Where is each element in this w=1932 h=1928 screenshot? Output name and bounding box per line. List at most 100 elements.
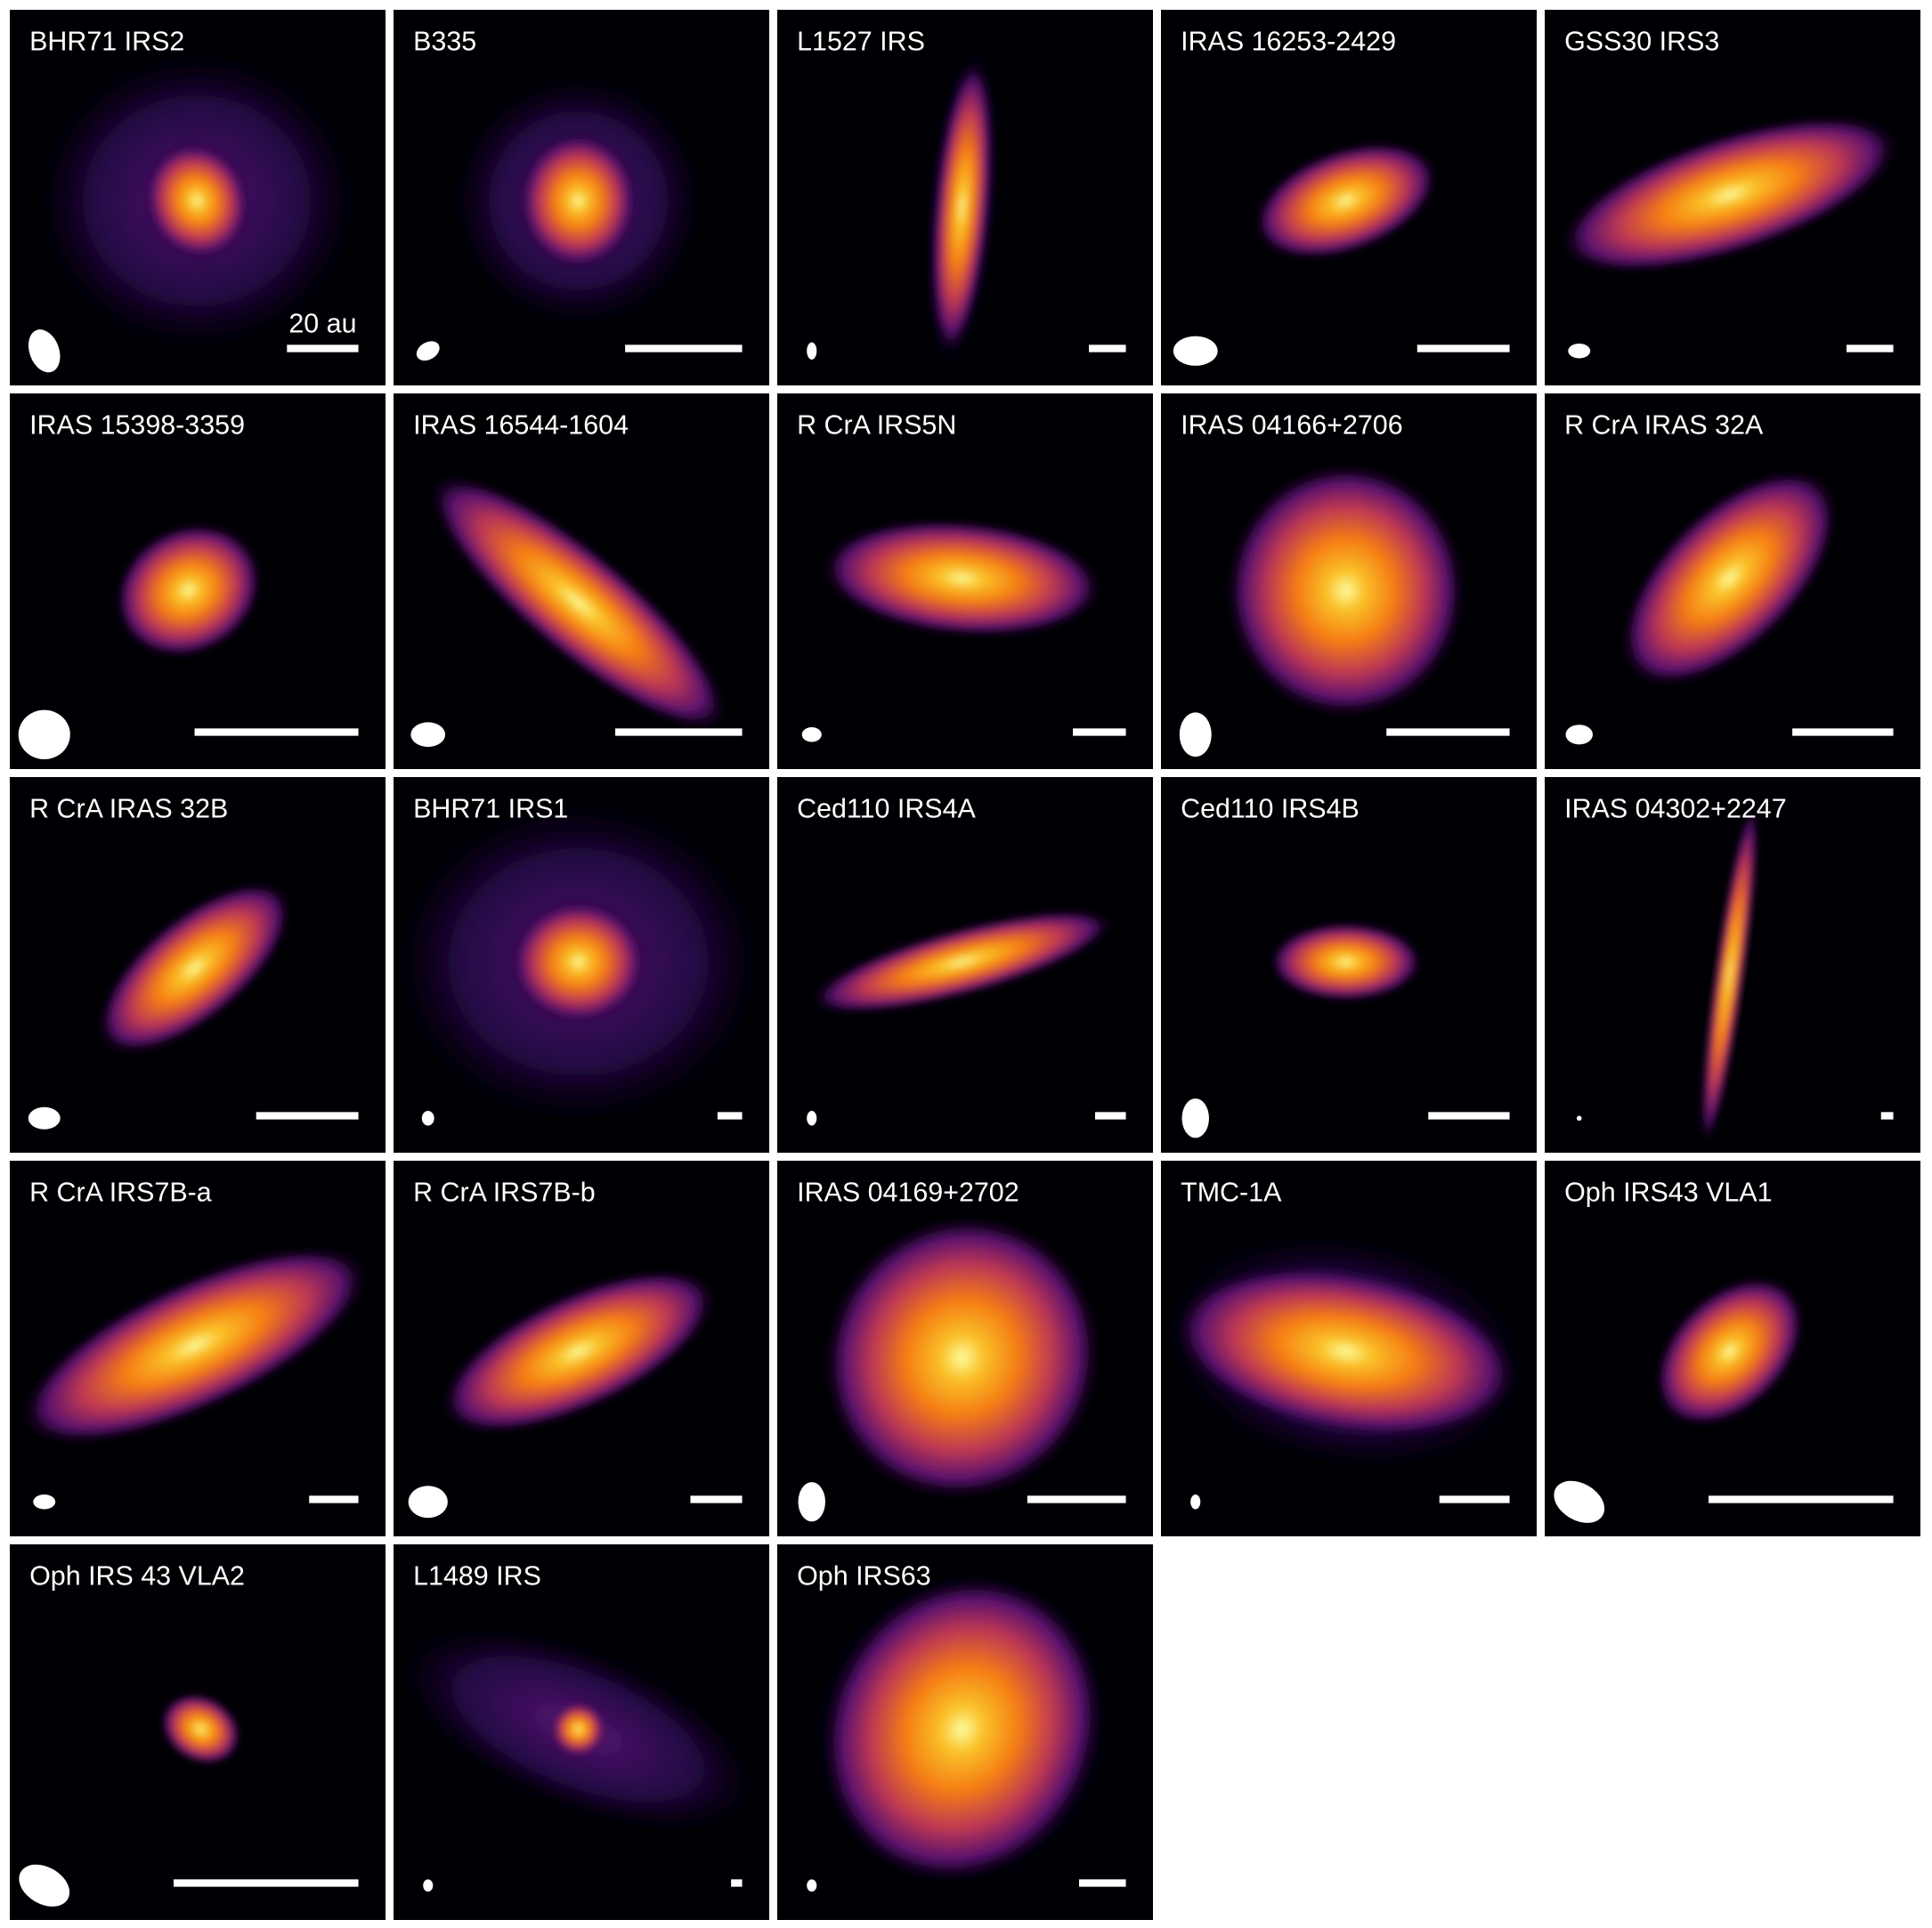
beam [28, 329, 61, 373]
scale-bar [1078, 1879, 1126, 1887]
image-layer [115, 523, 263, 659]
scale-bar [174, 1879, 359, 1887]
disk-emission [1654, 1276, 1805, 1427]
scale-bar [1417, 344, 1510, 352]
image-layer [800, 1559, 1124, 1900]
beam [1576, 1115, 1582, 1122]
beam [807, 1110, 817, 1126]
panel-label: IRAS 04166+2706 [1181, 410, 1403, 441]
disk-emission [931, 59, 993, 354]
image-layer [1654, 1276, 1805, 1427]
beam [416, 341, 440, 361]
panel-label: BHR71 IRS1 [413, 794, 568, 824]
scale-bar [625, 344, 743, 352]
beam [28, 1106, 61, 1130]
beam [1190, 1494, 1201, 1510]
disk-emission [551, 1702, 605, 1756]
panel: L1489 IRS [394, 1544, 769, 1920]
image-layer [394, 789, 769, 1135]
beam [423, 1879, 434, 1892]
disk-emission [1701, 800, 1758, 1147]
panel-label: R CrA IRS5N [797, 410, 956, 441]
disk-emission [1224, 462, 1467, 719]
image-layer [809, 910, 1115, 1014]
image-layer [921, 35, 1003, 379]
panel-label: R CrA IRAS 32B [29, 794, 228, 824]
beam [798, 1482, 825, 1522]
panel-label: Oph IRS43 VLA1 [1564, 1178, 1772, 1208]
disk-emission [519, 133, 637, 269]
image-layer [97, 881, 292, 1055]
scale-bar [690, 1495, 743, 1503]
image-layer [24, 40, 370, 361]
disk-emission [822, 1214, 1102, 1502]
panel-label: Oph IRS 43 VLA2 [29, 1561, 245, 1592]
panel-label: Ced110 IRS4B [1181, 794, 1360, 824]
panel: Oph IRS43 VLA1 [1545, 1161, 1920, 1536]
scale-bar [1439, 1495, 1510, 1503]
image-layer [820, 519, 1104, 637]
disk-emission [19, 1245, 370, 1446]
image-layer [1224, 462, 1467, 719]
panel: R CrA IRAS 32A [1545, 393, 1920, 769]
panel: IRAS 16544-1604 [394, 393, 769, 769]
panel-label: R CrA IRAS 32A [1564, 410, 1764, 441]
panel: IRAS 15398-3359 [10, 393, 386, 769]
panel: IRAS 04169+2702 [777, 1161, 1153, 1536]
panel: Oph IRS63 [777, 1544, 1153, 1920]
beam [19, 1864, 70, 1907]
disk-emission [1558, 116, 1901, 274]
image-layer [1701, 800, 1758, 1147]
image-layer [442, 65, 714, 336]
panel-label: IRAS 15398-3359 [29, 410, 245, 441]
disk-emission [115, 523, 263, 659]
panel: IRAS 16253-2429 [1161, 10, 1537, 385]
image-layer [1269, 922, 1423, 1001]
beam [1181, 1098, 1209, 1138]
disk-emission [160, 1693, 241, 1765]
panel-label: Ced110 IRS4A [797, 794, 976, 824]
beam [1179, 712, 1212, 757]
beam [33, 1494, 56, 1510]
beam [1554, 1480, 1605, 1523]
beam [807, 342, 817, 360]
panel-label: IRAS 04169+2702 [797, 1178, 1019, 1208]
panel: R CrA IRS7B-b [394, 1161, 769, 1536]
image-layer [394, 1618, 769, 1840]
panel-label: R CrA IRS7B-b [413, 1178, 596, 1208]
scale-bar [1880, 1112, 1894, 1120]
panel-label: IRAS 16253-2429 [1181, 27, 1396, 57]
scale-bar [615, 728, 743, 736]
panel: L1527 IRS [777, 10, 1153, 385]
beam [408, 1486, 448, 1519]
scale-bar [1792, 728, 1894, 736]
beam [1173, 336, 1218, 366]
panel-label: R CrA IRS7B-a [29, 1178, 212, 1208]
image-layer [1254, 142, 1438, 260]
scale-bar [717, 1112, 743, 1120]
scale-bar [1027, 1495, 1126, 1503]
image-layer [440, 1268, 717, 1434]
panel-label: Oph IRS63 [797, 1561, 931, 1592]
disk-emission [440, 1268, 717, 1434]
scale-bar [731, 1879, 743, 1887]
beam [421, 1110, 434, 1126]
panel: IRAS 04302+2247 [1545, 777, 1920, 1153]
scale-bar [194, 728, 359, 736]
image-layer [822, 1214, 1102, 1502]
image-layer [1558, 116, 1901, 274]
scale-label: 20 au [288, 309, 356, 339]
panel: Ced110 IRS4B [1161, 777, 1537, 1153]
panel: BHR71 IRS1 [394, 777, 769, 1153]
disk-emission [428, 474, 729, 733]
image-layer [1161, 1225, 1537, 1478]
disk-emission [97, 881, 292, 1055]
panel-label: GSS30 IRS3 [1564, 27, 1719, 57]
beam [1568, 343, 1591, 359]
panel: Oph IRS 43 VLA2 [10, 1544, 386, 1920]
scale-bar [1089, 344, 1126, 352]
panel-label: BHR71 IRS2 [29, 27, 184, 57]
panel: GSS30 IRS3 [1545, 10, 1920, 385]
scale-bar [1094, 1112, 1126, 1120]
